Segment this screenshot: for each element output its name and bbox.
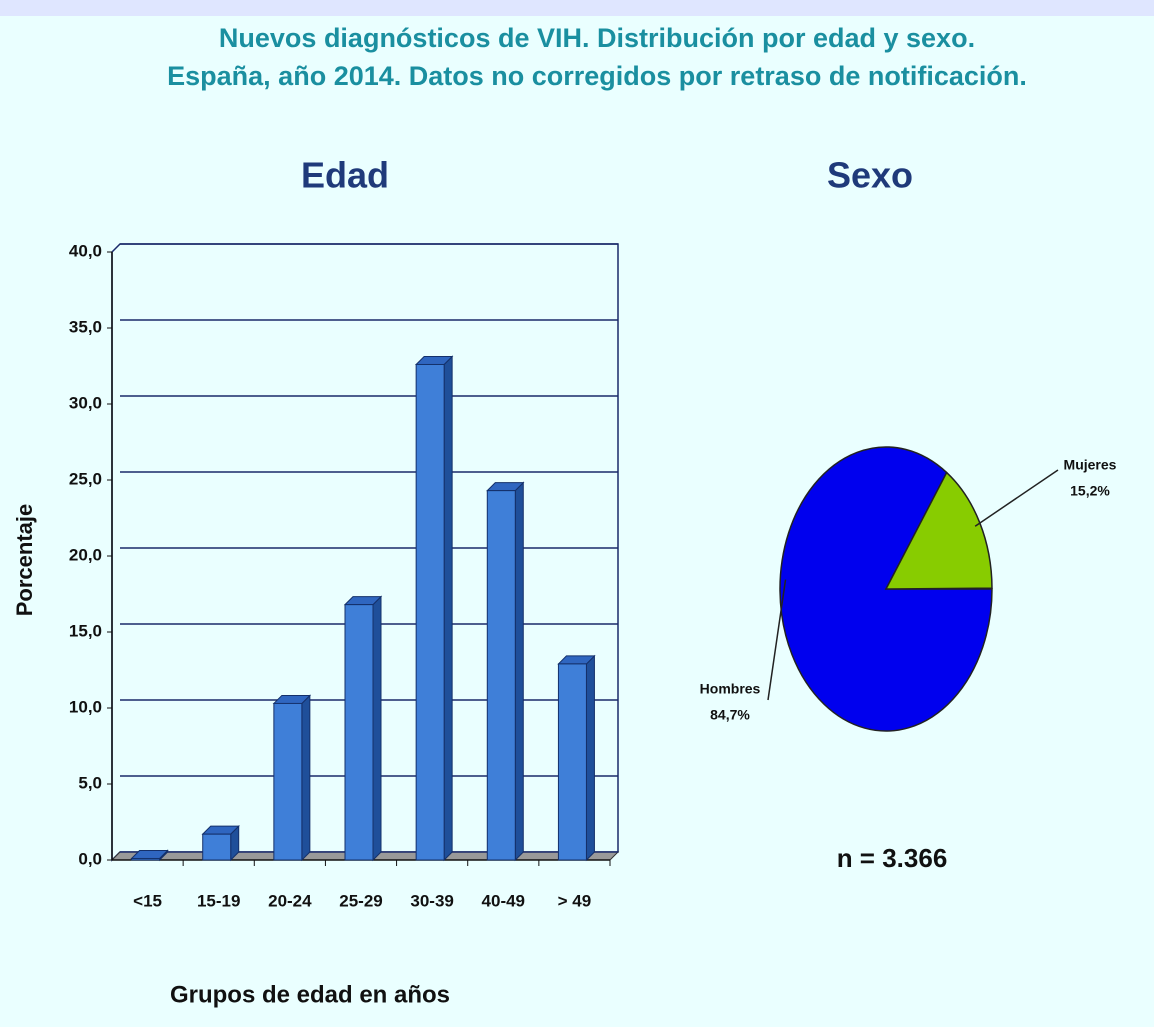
y-tick-label: 35,0 [69,317,102,336]
x-tick-label: 40-49 [482,891,525,910]
x-tick-label: <15 [133,891,162,910]
x-axis-label: Grupos de edad en años [170,981,450,1008]
x-tick-label: 15-19 [197,891,240,910]
top-strip [0,0,1154,16]
pie-label: Hombres [700,681,761,697]
annotation: n = 3.366 [837,843,948,873]
y-tick-label: 30,0 [69,393,102,412]
y-tick-label: 40,0 [69,241,102,260]
pie-value-label: 15,2% [1070,483,1110,499]
x-tick-label: > 49 [558,891,592,910]
y-tick-label: 5,0 [78,773,102,792]
bar [486,490,516,861]
bar [557,663,587,861]
leader-line [767,579,787,701]
bar [344,604,374,861]
bar [202,833,232,861]
chart-title: Sexo [827,155,913,196]
pie-value-label: 84,7% [710,707,750,723]
chart-title: Edad [301,155,389,196]
pie-label: Mujeres [1064,457,1117,473]
bar [415,363,445,861]
x-tick-label: 25-29 [339,891,382,910]
y-tick-label: 0,0 [78,849,102,868]
leader-line [974,469,1059,527]
page-title: España, año 2014. Datos no corregidos po… [167,61,1027,91]
bar-side [443,355,453,862]
y-tick-label: 10,0 [69,697,102,716]
x-tick-label: 20-24 [268,891,312,910]
bar-side [514,481,524,862]
x-tick-label: 30-39 [410,891,453,910]
bar-side [585,654,595,862]
page-title: Nuevos diagnósticos de VIH. Distribución… [219,23,975,53]
pie-slice [779,446,993,732]
y-tick-label: 15,0 [69,621,102,640]
y-axis-label: Porcentaje [12,504,37,617]
bar-side [372,595,382,862]
bar [131,857,161,861]
y-tick-label: 25,0 [69,469,102,488]
bar-side [301,694,311,862]
y-tick-label: 20,0 [69,545,102,564]
bar [273,702,303,861]
